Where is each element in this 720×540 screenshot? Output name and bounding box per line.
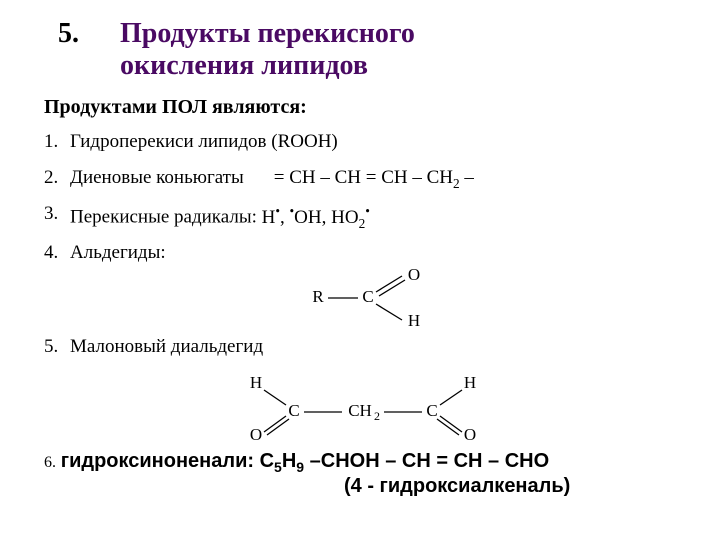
title-line-2: окисления липидов <box>120 50 368 81</box>
item-6-line2: (4 - гидроксиалкеналь) <box>344 475 680 498</box>
list-item: 1. Гидроперекиси липидов (ROOH) <box>44 131 680 157</box>
svg-text:CH: CH <box>348 401 372 420</box>
item-number: 3. <box>44 203 70 225</box>
item-text: Перекисные радикалы: H•, •OH, HO2• <box>70 203 370 231</box>
radicals-formula: H•, •OH, HO2• <box>262 207 370 228</box>
svg-text:H: H <box>250 373 262 392</box>
formula-h: H <box>282 450 296 472</box>
list-item: 5. Малоновый диальдегид <box>44 336 680 362</box>
item-6-line1: 6. гидроксиноненали: C5H9 –CHOH – CH = C… <box>44 450 680 475</box>
list-item: 2. Диеновые коньюгаты = CH – CH = CH – C… <box>44 167 680 193</box>
title-line-1: Продукты перекисного <box>120 18 415 49</box>
item-number: 1. <box>44 131 70 153</box>
subheader: Продуктами ПОЛ являются: <box>44 96 680 119</box>
slide-header: 5. Продукты перекисного окисления липидо… <box>40 18 680 82</box>
formula-rest: –CHOH – CH = CH – CHO <box>304 450 549 472</box>
list-item: 3. Перекисные радикалы: H•, •OH, HO2• <box>44 203 680 231</box>
item-text: Альдегиды: <box>70 242 166 264</box>
svg-text:C: C <box>426 401 437 420</box>
formula-sub: 5 <box>274 459 282 475</box>
svg-text:H: H <box>408 311 420 330</box>
item-number: 4. <box>44 242 70 264</box>
list-item: 4. Альдегиды: <box>44 242 680 268</box>
items-list: 1. Гидроперекиси липидов (ROOH) 2. Диено… <box>44 131 680 443</box>
slide-title: Продукты перекисного окисления липидов <box>120 18 415 82</box>
svg-text:O: O <box>464 425 476 444</box>
item-text: Гидроперекиси липидов (ROOH) <box>70 131 338 153</box>
item-number: 6. <box>44 454 56 471</box>
formula-c: C <box>260 450 274 472</box>
item-6: 6. гидроксиноненали: C5H9 –CHOH – CH = C… <box>44 450 680 498</box>
item-text: Диеновые коньюгаты <box>70 167 244 189</box>
header-number: 5. <box>40 18 120 50</box>
svg-text:C: C <box>362 287 373 306</box>
item-number: 5. <box>44 336 70 358</box>
svg-text:2: 2 <box>374 409 380 423</box>
item-label: Перекисные радикалы: <box>70 207 262 228</box>
svg-text:R: R <box>312 287 324 306</box>
svg-text:O: O <box>408 266 420 284</box>
formula-sub: 9 <box>296 459 304 475</box>
svg-text:O: O <box>250 425 262 444</box>
svg-text:C: C <box>288 401 299 420</box>
item-text: Малоновый диальдегид <box>70 336 263 358</box>
item-label: гидроксиноненали: <box>61 450 260 472</box>
item-formula: = CH – CH = CH – CH2 – <box>274 167 474 192</box>
malondialdehyde-structure: CHOCH2CHO <box>234 372 680 444</box>
item-number: 2. <box>44 167 70 189</box>
aldehyde-structure: R C O H <box>304 266 680 330</box>
svg-text:H: H <box>464 373 476 392</box>
